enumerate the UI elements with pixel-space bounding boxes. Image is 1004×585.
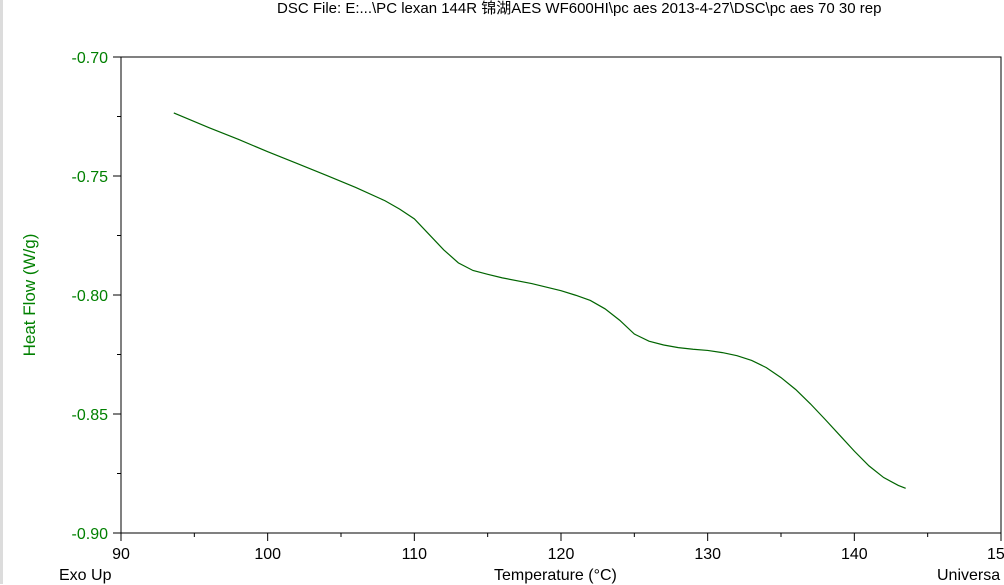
heat-flow-curve (173, 112, 906, 489)
x-tick-label: 130 (694, 546, 721, 563)
x-axis-label: Temperature (°C) (494, 567, 617, 584)
y-tick-label: -0.80 (72, 288, 109, 305)
x-tick-label: 120 (548, 546, 575, 563)
universal-analysis-label: Universa (937, 567, 1001, 584)
exo-up-label: Exo Up (59, 567, 112, 584)
x-tick-label: 110 (402, 546, 428, 563)
x-tick-label: 100 (254, 546, 281, 563)
x-axis-ticks: 90 100 110 120 130 140 15 (112, 533, 1004, 563)
x-tick-label: 15 (987, 546, 1004, 563)
dsc-file-header: DSC File: E:...\PC lexan 144R 锦湖AES WF60… (277, 0, 882, 17)
window-left-border (0, 0, 3, 584)
y-tick-label: -0.85 (72, 407, 109, 424)
y-tick-label: -0.70 (72, 50, 109, 67)
y-axis-ticks: -0.70 -0.75 -0.80 -0.85 -0.90 (72, 50, 121, 543)
y-tick-label: -0.90 (72, 526, 109, 543)
x-tick-label: 90 (112, 546, 130, 563)
y-tick-label: -0.75 (72, 169, 109, 186)
plot-area-frame (120, 56, 1002, 534)
x-tick-label: 140 (841, 546, 868, 563)
